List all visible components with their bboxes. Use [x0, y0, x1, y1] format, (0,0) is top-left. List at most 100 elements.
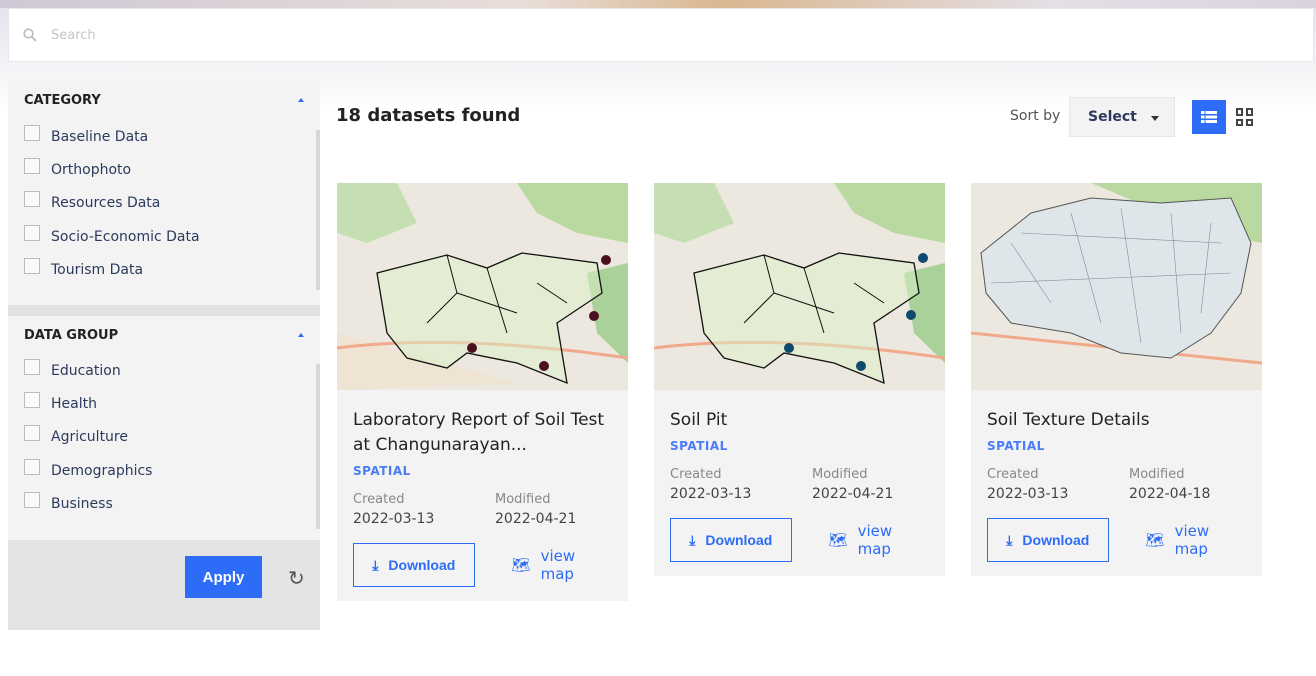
checkbox[interactable] — [24, 124, 40, 141]
data-group-title: DATA GROUP — [24, 327, 119, 343]
map-thumbnail[interactable] — [654, 183, 945, 390]
collapse-caret-icon[interactable] — [298, 98, 304, 102]
map-marker[interactable] — [467, 343, 477, 353]
category-header[interactable]: CATEGORY — [8, 80, 320, 120]
checkbox[interactable] — [24, 458, 40, 475]
chevron-down-icon — [1151, 116, 1159, 121]
item-label: Orthophoto — [51, 161, 132, 178]
checkbox[interactable] — [24, 491, 40, 508]
map-marker[interactable] — [906, 310, 916, 320]
search-input[interactable] — [51, 27, 1251, 43]
download-label: Download — [705, 532, 773, 548]
checkbox[interactable] — [24, 157, 40, 174]
item-label: Resources Data — [51, 195, 161, 212]
map-icon: 🗺︎ — [1145, 531, 1165, 549]
checkbox[interactable] — [24, 358, 40, 375]
checkbox[interactable] — [24, 391, 40, 408]
apply-button[interactable]: Apply — [185, 556, 262, 598]
map-marker[interactable] — [539, 361, 549, 371]
download-icon: ⤓ — [1006, 531, 1013, 548]
group-item-business[interactable]: Business — [8, 487, 320, 520]
map-image — [654, 183, 945, 390]
dataset-card[interactable]: Laboratory Report of Soil Test at Changu… — [337, 183, 628, 601]
category-scrollbar[interactable] — [316, 130, 320, 290]
modified-label: Modified — [812, 467, 868, 482]
created-label: Created — [670, 467, 722, 482]
view-map-link[interactable]: 🗺︎ view map — [829, 522, 929, 558]
group-item-demographics[interactable]: Demographics — [8, 454, 320, 487]
item-label: Tourism Data — [51, 261, 144, 278]
sort-value: Select — [1088, 109, 1137, 125]
checkbox[interactable] — [24, 425, 40, 442]
list-view-button[interactable] — [1192, 100, 1226, 134]
view-map-label: view map — [540, 547, 576, 583]
category-item-tourism[interactable]: Tourism Data — [8, 253, 320, 286]
sort-select[interactable]: Select — [1069, 97, 1175, 137]
reset-refresh-icon[interactable]: ↻ — [288, 566, 305, 590]
download-icon: ⤓ — [372, 556, 379, 573]
created-date: 2022-03-13 — [353, 511, 435, 527]
item-label: Demographics — [51, 462, 153, 479]
divider — [8, 305, 320, 316]
grid-view-icon[interactable] — [1236, 108, 1254, 126]
checkbox[interactable] — [24, 224, 40, 241]
map-marker[interactable] — [601, 255, 611, 265]
map-thumbnail[interactable] — [337, 183, 628, 390]
collapse-caret-icon[interactable] — [298, 333, 304, 337]
map-image — [971, 183, 1262, 390]
item-label: Agriculture — [51, 429, 128, 446]
search-icon — [23, 28, 37, 42]
group-item-education[interactable]: Education — [8, 354, 320, 387]
view-map-label: view map — [1174, 522, 1210, 558]
modified-date: 2022-04-18 — [1129, 486, 1211, 502]
download-button[interactable]: ⤓ Download — [670, 518, 792, 562]
created-date: 2022-03-13 — [670, 486, 752, 502]
dataset-title[interactable]: Laboratory Report of Soil Test at Changu… — [353, 410, 605, 455]
data-group-scrollbar[interactable] — [316, 364, 320, 529]
data-group-header[interactable]: DATA GROUP — [8, 316, 320, 354]
created-date: 2022-03-13 — [987, 486, 1069, 502]
download-icon: ⤓ — [689, 531, 696, 548]
checkbox[interactable] — [24, 257, 40, 274]
map-marker[interactable] — [589, 311, 599, 321]
created-label: Created — [353, 492, 405, 507]
category-item-orthophoto[interactable]: Orthophoto — [8, 153, 320, 186]
data-group-list: Education Health Agriculture Demographic… — [8, 354, 320, 530]
map-icon: 🗺︎ — [511, 556, 531, 574]
map-marker[interactable] — [784, 343, 794, 353]
item-label: Baseline Data — [51, 128, 149, 145]
item-label: Business — [51, 495, 113, 512]
modified-date: 2022-04-21 — [495, 511, 577, 527]
download-label: Download — [1022, 532, 1090, 548]
map-icon: 🗺︎ — [828, 531, 848, 549]
banner-strip — [0, 0, 1316, 8]
group-item-agriculture[interactable]: Agriculture — [8, 421, 320, 454]
dataset-title[interactable]: Soil Pit — [670, 410, 728, 430]
view-map-link[interactable]: 🗺︎ view map — [512, 547, 612, 583]
item-label: Education — [51, 362, 121, 379]
map-marker[interactable] — [856, 361, 866, 371]
category-item-resources[interactable]: Resources Data — [8, 187, 320, 220]
dataset-card[interactable]: Soil Pit SPATIAL Created 2022-03-13 Modifi… — [654, 183, 945, 576]
category-item-baseline[interactable]: Baseline Data — [8, 120, 320, 153]
map-marker[interactable] — [918, 253, 928, 263]
download-button[interactable]: ⤓ Download — [987, 518, 1109, 562]
download-button[interactable]: ⤓ Download — [353, 543, 475, 587]
map-thumbnail[interactable] — [971, 183, 1262, 390]
dataset-card[interactable]: Soil Texture Details SPATIAL Created 2022… — [971, 183, 1262, 576]
dataset-type-tag: SPATIAL — [353, 464, 411, 478]
group-item-health[interactable]: Health — [8, 387, 320, 420]
category-list: Baseline Data Orthophoto Resources Data … — [8, 120, 320, 305]
dataset-title[interactable]: Soil Texture Details — [987, 410, 1150, 430]
item-label: Socio-Economic Data — [51, 228, 200, 245]
view-map-link[interactable]: 🗺︎ view map — [1146, 522, 1246, 558]
filter-sidebar: CATEGORY Baseline Data Orthophoto Resour… — [8, 80, 320, 630]
item-label: Health — [51, 395, 97, 412]
category-item-socio-economic[interactable]: Socio-Economic Data — [8, 220, 320, 253]
created-label: Created — [987, 467, 1039, 482]
filter-actions: Apply ↻ — [8, 540, 320, 630]
dataset-type-tag: SPATIAL — [670, 439, 728, 453]
sort-label: Sort by — [1010, 108, 1061, 124]
checkbox[interactable] — [24, 191, 40, 208]
search-bar[interactable] — [8, 8, 1314, 62]
